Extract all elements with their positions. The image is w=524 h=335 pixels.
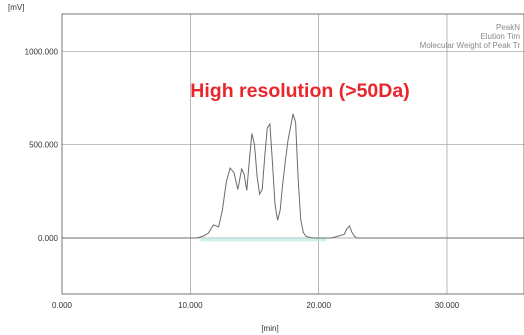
x-axis-unit-label: [min] <box>261 324 278 333</box>
y-tick-label: 0.000 <box>38 234 59 243</box>
y-tick-label: 500.000 <box>29 141 58 150</box>
chart-title: High resolution (>50Da) <box>190 80 409 102</box>
legend-line: PeakN <box>496 23 520 32</box>
chromatogram-trace <box>62 113 524 239</box>
baseline-fill-area <box>200 238 327 242</box>
grid-lines <box>62 14 524 294</box>
plot-frame <box>61 13 524 295</box>
y-axis-unit-label: [mV] <box>8 3 24 12</box>
x-tick-label: 0.000 <box>52 301 73 310</box>
legend-line: Molecular Weight of Peak Tr <box>420 41 521 50</box>
x-tick-label: 30.000 <box>435 301 460 310</box>
x-tick-label: 20.000 <box>306 301 331 310</box>
y-tick-label: 1000.000 <box>25 47 59 56</box>
axis-labels: 0.000 10.000 20.000 30.000 0.000 500.000 1000.… <box>25 47 460 310</box>
x-tick-label: 10.000 <box>178 301 203 310</box>
legend-line: Elution Tim <box>480 32 520 41</box>
